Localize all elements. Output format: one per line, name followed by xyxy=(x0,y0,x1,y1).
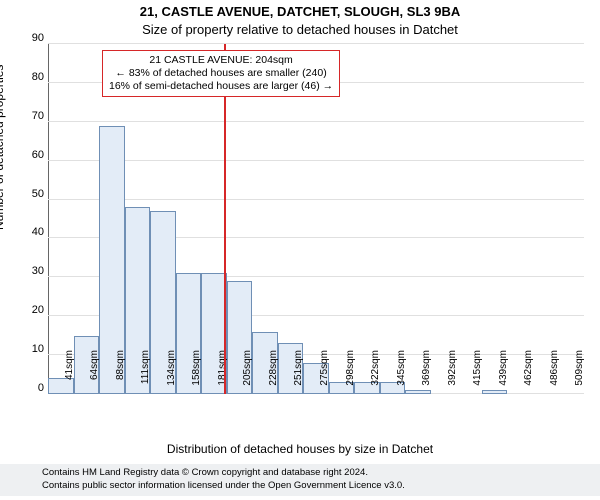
y-axis-label: Number of detached properties xyxy=(0,65,6,230)
annotation-line: 16% of semi-detached houses are larger (… xyxy=(109,80,333,93)
y-tick-label: 90 xyxy=(20,32,44,44)
y-tick-label: 20 xyxy=(20,304,44,316)
y-tick-label: 80 xyxy=(20,71,44,83)
attribution-footer: Contains HM Land Registry data © Crown c… xyxy=(0,464,600,496)
y-tick-label: 50 xyxy=(20,188,44,200)
y-tick-label: 70 xyxy=(20,110,44,122)
grid-line xyxy=(48,43,584,44)
y-tick-label: 60 xyxy=(20,149,44,161)
y-tick-label: 30 xyxy=(20,265,44,277)
x-tick-label: 439sqm xyxy=(498,350,509,398)
footer-line2: Contains public sector information licen… xyxy=(42,480,596,492)
y-tick-label: 40 xyxy=(20,226,44,238)
grid-line xyxy=(48,121,584,122)
x-axis-label: Distribution of detached houses by size … xyxy=(0,442,600,456)
y-tick-label: 10 xyxy=(20,343,44,355)
plot-area: 010203040506070809041sqm64sqm88sqm111sqm… xyxy=(48,44,584,394)
chart-title-line1: 21, CASTLE AVENUE, DATCHET, SLOUGH, SL3 … xyxy=(0,4,600,19)
annotation-box: 21 CASTLE AVENUE: 204sqm← 83% of detache… xyxy=(102,50,340,97)
x-tick-label: 509sqm xyxy=(574,350,585,398)
chart-title-line2: Size of property relative to detached ho… xyxy=(0,22,600,37)
annotation-line: ← 83% of detached houses are smaller (24… xyxy=(109,67,333,80)
grid-line xyxy=(48,199,584,200)
x-tick-label: 486sqm xyxy=(549,350,560,398)
y-tick-label: 0 xyxy=(20,382,44,394)
grid-line xyxy=(48,160,584,161)
x-tick-label: 462sqm xyxy=(523,350,534,398)
chart-container: 21, CASTLE AVENUE, DATCHET, SLOUGH, SL3 … xyxy=(0,0,600,500)
annotation-line: 21 CASTLE AVENUE: 204sqm xyxy=(109,54,333,67)
footer-line1: Contains HM Land Registry data © Crown c… xyxy=(42,467,596,479)
y-axis-line xyxy=(48,44,49,394)
x-tick-label: 392sqm xyxy=(447,350,458,398)
x-tick-label: 369sqm xyxy=(421,350,432,398)
